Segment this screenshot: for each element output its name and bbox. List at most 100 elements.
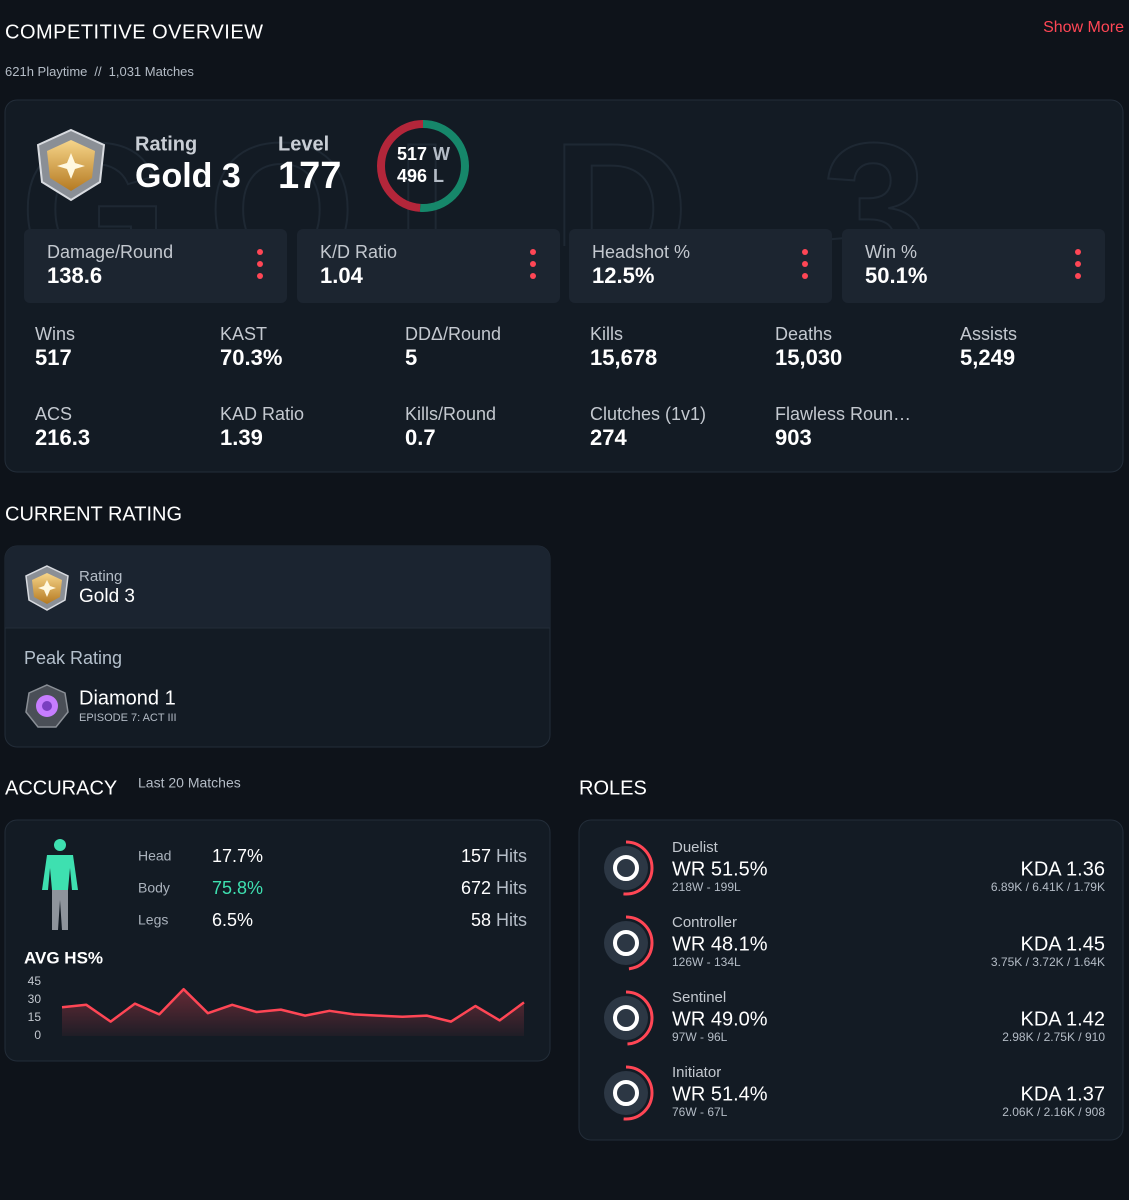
stat-label: Kills <box>590 324 623 344</box>
role-name: Initiator <box>672 1064 721 1081</box>
hit-number: 157 <box>461 846 491 866</box>
hit-unit: Hits <box>496 910 527 930</box>
rank-badge <box>36 128 106 202</box>
rating-label: Rating <box>135 133 197 155</box>
stat-value: 216.3 <box>35 425 90 450</box>
wr-arc <box>598 915 654 971</box>
record-text: 496 L <box>397 166 444 186</box>
role-wr: WR 49.0% <box>672 1008 768 1030</box>
rating-card-header <box>5 546 550 628</box>
hit-part: Head <box>138 848 171 864</box>
y-tick-label: 15 <box>28 1010 42 1024</box>
stat-value: 5 <box>405 345 417 370</box>
wr-arc <box>598 990 654 1046</box>
role-wr: WR 51.4% <box>672 1083 768 1105</box>
section-title: COMPETITIVE OVERVIEW <box>5 21 264 43</box>
role-icon-bg <box>604 846 648 890</box>
hit-count: 672 Hits <box>461 878 527 898</box>
menu-dot <box>1075 261 1081 267</box>
role-record: 97W - 96L <box>672 1030 728 1044</box>
wr-arc <box>598 840 654 896</box>
y-tick-label: 0 <box>34 1028 41 1042</box>
roles-card <box>578 819 1124 1141</box>
peak-label: Peak Rating <box>24 648 122 668</box>
stat-label: Flawless Roun… <box>775 404 911 424</box>
record-text: 517 W <box>397 144 450 164</box>
peak-badge <box>25 684 69 728</box>
menu-button[interactable] <box>530 249 536 279</box>
hit-number: 58 <box>471 910 491 930</box>
stat-value: 50.1% <box>865 263 927 288</box>
section-subtitle: Last 20 Matches <box>138 775 241 791</box>
role-kda: KDA 1.36 <box>1020 858 1105 880</box>
menu-dot <box>530 273 536 279</box>
hit-percent: 75.8% <box>212 878 263 898</box>
role-kda-detail: 2.06K / 2.16K / 908 <box>1002 1105 1105 1119</box>
role-icon <box>613 855 639 881</box>
menu-dot <box>802 261 808 267</box>
role-kda: KDA 1.37 <box>1020 1083 1105 1105</box>
subtitle-part: // <box>94 64 102 79</box>
show-more-link[interactable]: Show More <box>1043 19 1124 36</box>
role-kda: KDA 1.42 <box>1020 1008 1105 1030</box>
stat-label: ACS <box>35 404 72 424</box>
chart-title: AVG HS% <box>24 948 103 967</box>
stat-value: 1.39 <box>220 425 263 450</box>
stat-box <box>569 229 832 303</box>
y-tick-label: 30 <box>28 992 42 1006</box>
menu-dot <box>802 273 808 279</box>
stat-label: KAD Ratio <box>220 404 304 424</box>
subtitle-part: 621h Playtime <box>5 64 87 79</box>
role-wr: WR 48.1% <box>672 933 768 955</box>
hit-unit: Hits <box>496 846 527 866</box>
menu-button[interactable] <box>1075 249 1081 279</box>
hit-unit: Hits <box>496 878 527 898</box>
stat-box <box>842 229 1105 303</box>
menu-dot <box>802 249 808 255</box>
stat-value: 5,249 <box>960 345 1015 370</box>
stat-label: Assists <box>960 324 1017 344</box>
rating-value: Gold 3 <box>79 586 135 607</box>
menu-dot <box>530 249 536 255</box>
stat-label: KAST <box>220 324 267 344</box>
role-kda-detail: 6.89K / 6.41K / 1.79K <box>991 880 1105 894</box>
stat-label: Deaths <box>775 324 832 344</box>
stat-label: Win % <box>865 242 917 262</box>
role-kda-detail: 2.98K / 2.75K / 910 <box>1002 1030 1105 1044</box>
rating-label: Rating <box>79 568 122 585</box>
menu-button[interactable] <box>257 249 263 279</box>
wr-arc <box>598 1065 654 1121</box>
section-title: ACCURACY <box>5 777 117 799</box>
hit-percent: 6.5% <box>212 910 253 930</box>
subtitle-part: 1,031 Matches <box>109 64 195 79</box>
line <box>61 987 525 1023</box>
stat-value: 138.6 <box>47 263 102 288</box>
section-title: ROLES <box>579 777 647 799</box>
menu-dot <box>1075 273 1081 279</box>
role-icon <box>613 1005 639 1031</box>
peak-value: Diamond 1 <box>79 687 176 709</box>
record-count: 517 <box>397 144 427 164</box>
stat-value: 70.3% <box>220 345 282 370</box>
role-icon-bg <box>604 996 648 1040</box>
record-count: 496 <box>397 166 427 186</box>
stat-label: K/D Ratio <box>320 242 397 262</box>
hit-part: Legs <box>138 912 168 928</box>
menu-dot <box>530 261 536 267</box>
hit-number: 672 <box>461 878 491 898</box>
stat-label: Kills/Round <box>405 404 496 424</box>
record-suffix: L <box>433 166 444 186</box>
stat-label: Clutches (1v1) <box>590 404 706 424</box>
y-tick-label: 45 <box>28 974 42 988</box>
stat-value: 0.7 <box>405 425 436 450</box>
menu-dot <box>257 261 263 267</box>
role-kda: KDA 1.45 <box>1020 933 1105 955</box>
role-name: Duelist <box>672 839 719 856</box>
level-label: Level <box>278 133 329 155</box>
menu-button[interactable] <box>802 249 808 279</box>
role-record: 76W - 67L <box>672 1105 728 1119</box>
stat-label: Wins <box>35 324 75 344</box>
section-title: CURRENT RATING <box>5 503 182 525</box>
